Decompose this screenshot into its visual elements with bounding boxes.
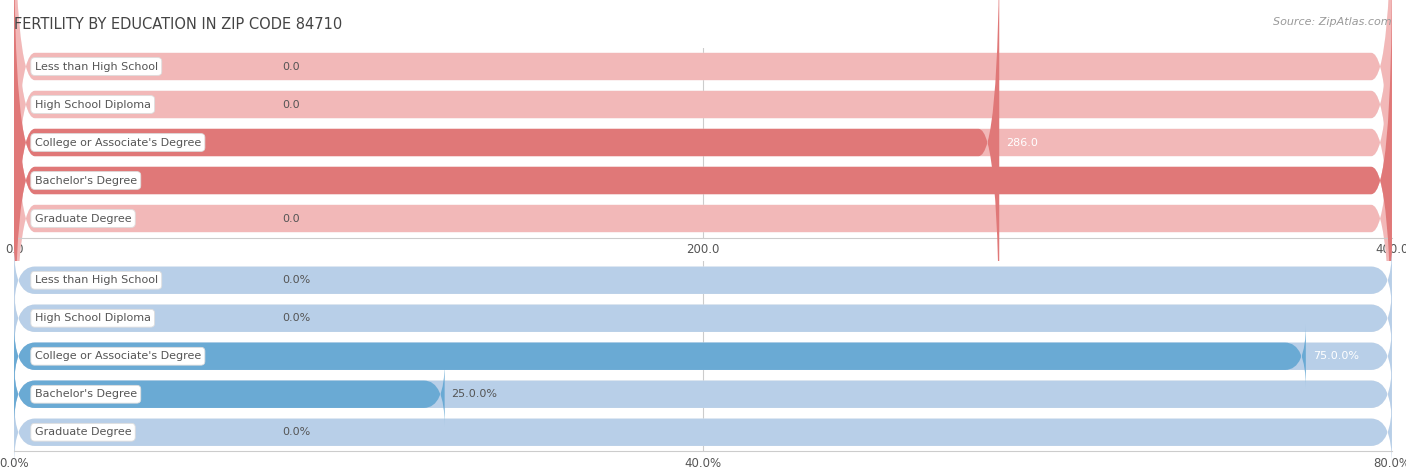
FancyBboxPatch shape bbox=[14, 248, 1392, 312]
Text: 0.0: 0.0 bbox=[283, 213, 301, 224]
Text: Source: ZipAtlas.com: Source: ZipAtlas.com bbox=[1274, 17, 1392, 27]
Text: Less than High School: Less than High School bbox=[35, 275, 157, 285]
Text: 0.0%: 0.0% bbox=[283, 427, 311, 437]
FancyBboxPatch shape bbox=[14, 400, 1392, 464]
FancyBboxPatch shape bbox=[14, 362, 1392, 426]
Text: High School Diploma: High School Diploma bbox=[35, 99, 150, 110]
FancyBboxPatch shape bbox=[14, 324, 1306, 388]
Text: Bachelor's Degree: Bachelor's Degree bbox=[35, 175, 136, 186]
FancyBboxPatch shape bbox=[14, 0, 1392, 395]
FancyBboxPatch shape bbox=[14, 0, 1392, 281]
Text: Less than High School: Less than High School bbox=[35, 61, 157, 72]
Text: 400.0: 400.0 bbox=[1399, 175, 1406, 186]
Text: FERTILITY BY EDUCATION IN ZIP CODE 84710: FERTILITY BY EDUCATION IN ZIP CODE 84710 bbox=[14, 17, 342, 32]
FancyBboxPatch shape bbox=[14, 324, 1392, 388]
Text: College or Associate's Degree: College or Associate's Degree bbox=[35, 137, 201, 148]
FancyBboxPatch shape bbox=[14, 0, 1392, 281]
FancyBboxPatch shape bbox=[14, 0, 1392, 319]
Text: 286.0: 286.0 bbox=[1007, 137, 1038, 148]
Text: 25.0.0%: 25.0.0% bbox=[451, 389, 498, 399]
FancyBboxPatch shape bbox=[14, 0, 1392, 357]
FancyBboxPatch shape bbox=[14, 0, 1000, 357]
FancyBboxPatch shape bbox=[14, 286, 1392, 350]
FancyBboxPatch shape bbox=[14, 0, 1392, 357]
FancyBboxPatch shape bbox=[14, 286, 1392, 350]
Text: 0.0: 0.0 bbox=[283, 99, 301, 110]
Text: College or Associate's Degree: College or Associate's Degree bbox=[35, 351, 201, 361]
FancyBboxPatch shape bbox=[14, 0, 1392, 319]
FancyBboxPatch shape bbox=[14, 4, 1392, 433]
FancyBboxPatch shape bbox=[14, 248, 1392, 312]
Text: Bachelor's Degree: Bachelor's Degree bbox=[35, 389, 136, 399]
Text: 0.0%: 0.0% bbox=[283, 313, 311, 323]
FancyBboxPatch shape bbox=[14, 400, 1392, 464]
FancyBboxPatch shape bbox=[14, 324, 1392, 388]
Text: 0.0: 0.0 bbox=[283, 61, 301, 72]
Text: 75.0.0%: 75.0.0% bbox=[1313, 351, 1358, 361]
Text: 0.0%: 0.0% bbox=[283, 275, 311, 285]
FancyBboxPatch shape bbox=[14, 362, 444, 426]
Text: Graduate Degree: Graduate Degree bbox=[35, 427, 131, 437]
FancyBboxPatch shape bbox=[14, 4, 1392, 433]
FancyBboxPatch shape bbox=[14, 362, 1392, 426]
FancyBboxPatch shape bbox=[14, 0, 1392, 395]
Text: Graduate Degree: Graduate Degree bbox=[35, 213, 131, 224]
FancyBboxPatch shape bbox=[14, 0, 1392, 395]
Text: High School Diploma: High School Diploma bbox=[35, 313, 150, 323]
